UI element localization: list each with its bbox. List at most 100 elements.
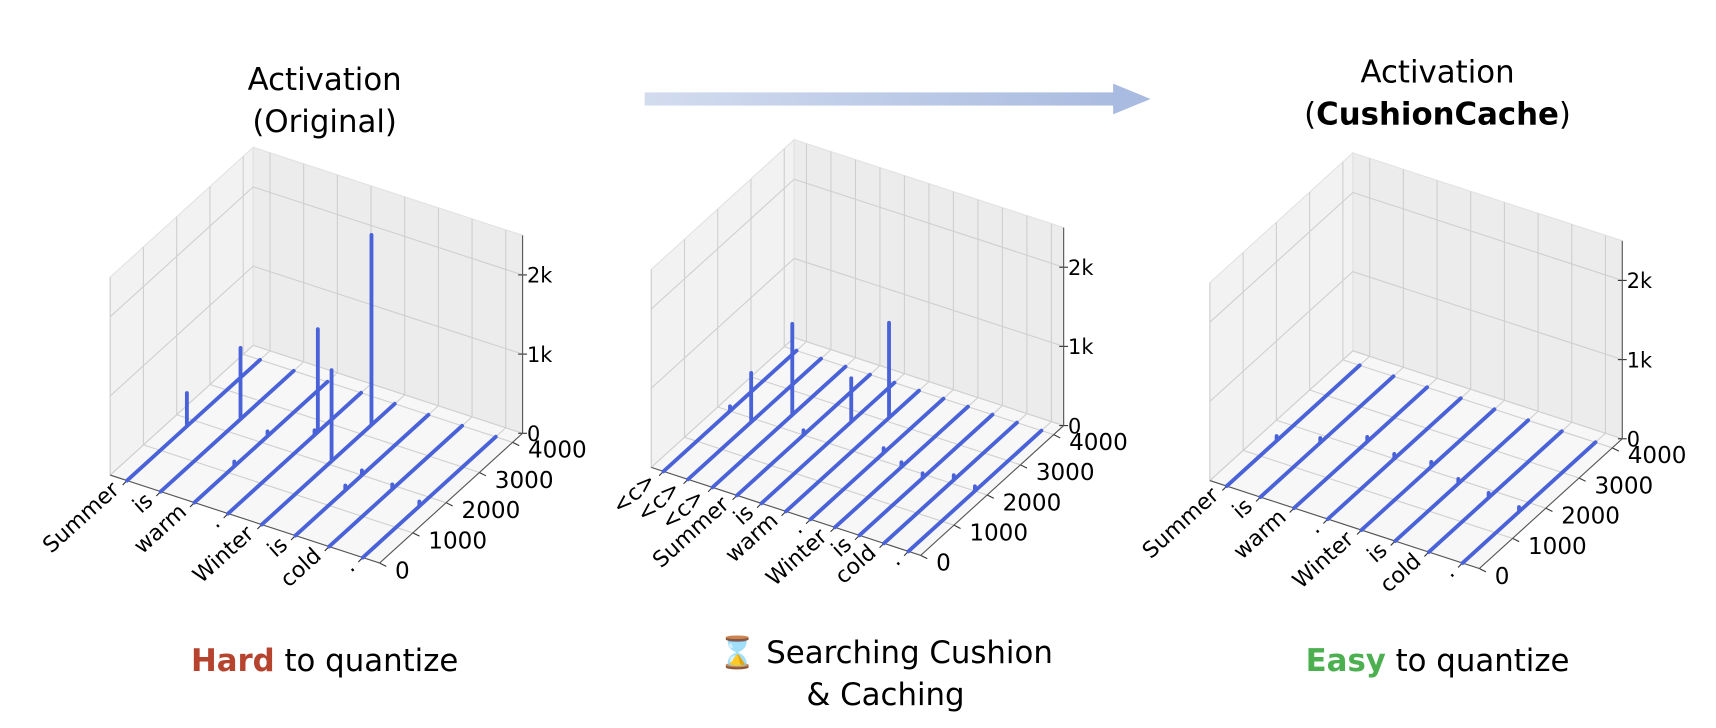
x-tick-label: .	[1438, 560, 1460, 583]
activation-line	[906, 428, 1044, 554]
activation-line	[259, 233, 397, 527]
caption-part: Hard	[191, 643, 275, 679]
grid-line	[109, 344, 523, 476]
activation-line	[735, 372, 872, 498]
activation-line	[1224, 363, 1362, 488]
activation-line	[360, 434, 498, 560]
chart-subtitle-part: )	[1559, 96, 1571, 132]
y-tick-label: 3000	[1036, 460, 1095, 486]
activation-line	[158, 345, 296, 494]
panel: 0100020003000400001k2k<c><c><c>Summerisw…	[608, 138, 1128, 713]
activation-line	[1359, 407, 1497, 532]
x-tick-label: is	[1363, 538, 1393, 568]
z-tick-label: 2k	[1068, 256, 1094, 280]
chart-subtitle: (CushionCache)	[1304, 96, 1571, 132]
chart-subtitle-part: (	[1304, 96, 1316, 132]
x-tick-label: .	[884, 548, 906, 571]
activation-line	[1325, 396, 1463, 521]
y-tick-label: 3000	[1594, 473, 1653, 499]
activation-line	[686, 356, 823, 482]
caption-part: to quantize	[275, 643, 459, 679]
y-tick-label: 2000	[1003, 490, 1062, 516]
tick-mark	[1053, 434, 1061, 439]
caption: Easy to quantize	[1306, 643, 1570, 679]
tick-mark	[1020, 464, 1028, 469]
activation-line	[192, 379, 330, 505]
grid-line	[650, 336, 1064, 468]
activation-line	[1460, 440, 1598, 565]
x-tick-label: Summer	[1138, 482, 1225, 564]
tick-mark	[479, 472, 487, 477]
caption: & Caching	[806, 677, 964, 713]
y-tick-label: 2000	[1561, 504, 1620, 530]
y-tick-label: 4000	[1628, 443, 1687, 469]
x-tick-label: Summer	[38, 477, 125, 559]
tick-mark	[1545, 507, 1553, 512]
chart-subtitle-part: (Original)	[252, 104, 396, 140]
caption-part: Easy	[1306, 643, 1386, 679]
x-tick-label: .	[338, 554, 360, 577]
z-tick-label: 2k	[527, 264, 553, 288]
grid-line	[1209, 271, 1623, 402]
y-tick-label: 4000	[528, 438, 587, 464]
grid-line	[650, 178, 1064, 310]
activation-line	[327, 423, 465, 549]
activation-line	[226, 327, 363, 516]
tick-mark	[1512, 537, 1520, 543]
chart-title: Activation	[248, 62, 402, 98]
grid-line	[1209, 350, 1623, 481]
activation-line	[1292, 385, 1430, 510]
x-tick-label: is	[1228, 494, 1258, 524]
grid-line	[1209, 191, 1623, 323]
grid-line	[109, 186, 523, 318]
caption-part: & Caching	[806, 677, 964, 713]
tick-mark	[1612, 447, 1620, 452]
grid-line	[109, 265, 523, 397]
z-tick-label: 1k	[1627, 348, 1653, 372]
z-tick-label: 2k	[1627, 269, 1653, 293]
activation-line	[882, 420, 1019, 546]
activation-line	[857, 412, 995, 538]
activation-line	[759, 376, 897, 506]
y-tick-label: 0	[1495, 564, 1510, 590]
tick-mark	[445, 502, 453, 507]
z-tick-label: 1k	[527, 343, 553, 367]
activation-line	[1258, 374, 1396, 499]
caption: ⌛ Searching Cushion	[718, 635, 1053, 671]
arrow-head	[1113, 83, 1151, 115]
axis-line	[110, 235, 524, 564]
z-tick-label: 0	[1068, 414, 1081, 438]
axis-line	[1209, 240, 1623, 570]
y-tick-label: 0	[936, 551, 951, 577]
x-tick-label: is	[263, 532, 293, 562]
activation-line	[1393, 418, 1531, 543]
tick-mark	[920, 554, 928, 560]
activation-line	[125, 357, 262, 483]
grid-line	[650, 257, 1064, 389]
y-tick-label: 3000	[495, 468, 554, 494]
x-tick-label: is	[128, 488, 158, 518]
activation-line	[293, 412, 431, 538]
tick-mark	[412, 532, 420, 537]
panel: Activation (CushionCache) 0 1000 2000 3000 400…	[1138, 54, 1686, 678]
y-tick-label: 4000	[1069, 430, 1128, 456]
tick-mark	[986, 494, 995, 499]
z-tick-label: 0	[1627, 427, 1640, 451]
y-tick-label: 1000	[969, 521, 1028, 547]
activation-line	[808, 396, 946, 522]
activation-line	[710, 321, 848, 490]
x-tick-label: Winter	[189, 521, 260, 589]
x-tick-label: .	[204, 510, 226, 533]
caption-part: to quantize	[1386, 643, 1570, 679]
tick-mark	[512, 441, 520, 447]
tick-mark	[1479, 568, 1487, 573]
z-tick-label: 0	[527, 422, 540, 446]
activation-line	[1426, 429, 1564, 554]
z-tick-label: 1k	[1068, 335, 1094, 359]
caption: Hard to quantize	[191, 643, 458, 679]
activation-line	[833, 404, 970, 530]
chart-subtitle: (Original)	[252, 104, 396, 140]
chart-title: Activation	[1360, 54, 1514, 90]
panel: Activation(Original)0100020003000400001k…	[38, 62, 586, 679]
